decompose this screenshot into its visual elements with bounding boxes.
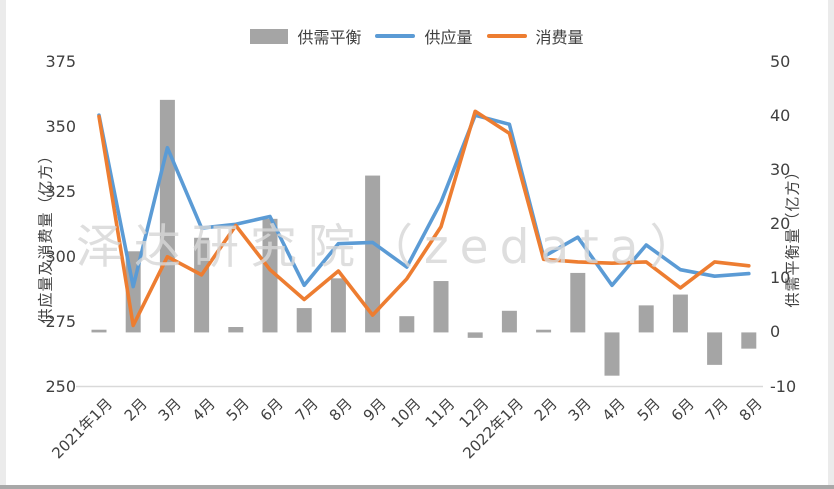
right-axis-tick-label: 20 [770, 214, 791, 234]
supply-line-swatch-icon [375, 34, 416, 38]
legend-label-consumption: 消费量 [535, 28, 584, 47]
legend-label-supply: 供应量 [424, 28, 473, 47]
chart-legend: 供需平衡 供应量 消费量 [0, 24, 834, 48]
left-axis-tick-label: 275 [45, 311, 76, 331]
right-axis-tick-label: 0 [770, 322, 781, 342]
balance-bar [536, 329, 552, 333]
legend-label-balance: 供需平衡 [297, 28, 362, 47]
balance-bar [365, 175, 381, 333]
balance-bar [296, 308, 312, 333]
screenshot-right-edge [828, 0, 834, 489]
balance-bar-swatch-icon [250, 28, 289, 44]
left-axis-tick-label: 325 [45, 181, 76, 201]
consumption-line-swatch-icon [486, 34, 527, 38]
legend-item-balance: 供需平衡 [250, 24, 361, 48]
balance-bar [741, 332, 757, 349]
balance-bar [330, 278, 346, 333]
watermark-text: 泽达研究院（zedata） [76, 220, 708, 275]
right-axis-tick-label: 10 [770, 268, 791, 288]
right-axis-tick-label: 30 [770, 160, 791, 180]
balance-bar [672, 294, 688, 333]
balance-bar [194, 237, 210, 333]
balance-bar [604, 332, 620, 376]
supply-line [97, 113, 751, 289]
balance-bar [467, 332, 483, 338]
balance-bar [638, 305, 654, 333]
right-axis-tick-label: 40 [770, 106, 791, 126]
left-axis-tick-label: 300 [45, 246, 76, 266]
right-axis-tick-label: -10 [770, 376, 797, 396]
balance-bar [91, 329, 107, 333]
balance-bar [707, 332, 723, 365]
balance-bar [570, 272, 586, 333]
consumption-line [97, 109, 751, 328]
balance-bar [262, 218, 278, 333]
left-axis-tick-label: 350 [45, 116, 76, 136]
screenshot-bottom-edge [0, 485, 834, 489]
left-axis-tick-label: 375 [45, 52, 76, 71]
balance-bar [228, 327, 244, 333]
balance-bar [501, 310, 517, 333]
legend-item-consumption: 消费量 [486, 24, 584, 48]
left-axis-tick-label: 250 [45, 376, 76, 396]
legend-item-supply: 供应量 [375, 24, 473, 48]
screenshot-left-edge [0, 0, 6, 489]
balance-bar [399, 316, 415, 333]
balance-bar [433, 281, 449, 333]
right-axis-tick-label: 50 [770, 52, 791, 71]
